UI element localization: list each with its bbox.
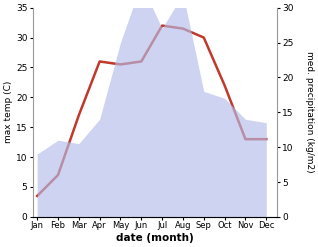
Y-axis label: max temp (C): max temp (C): [4, 81, 13, 144]
X-axis label: date (month): date (month): [116, 233, 194, 243]
Y-axis label: med. precipitation (kg/m2): med. precipitation (kg/m2): [305, 51, 314, 173]
